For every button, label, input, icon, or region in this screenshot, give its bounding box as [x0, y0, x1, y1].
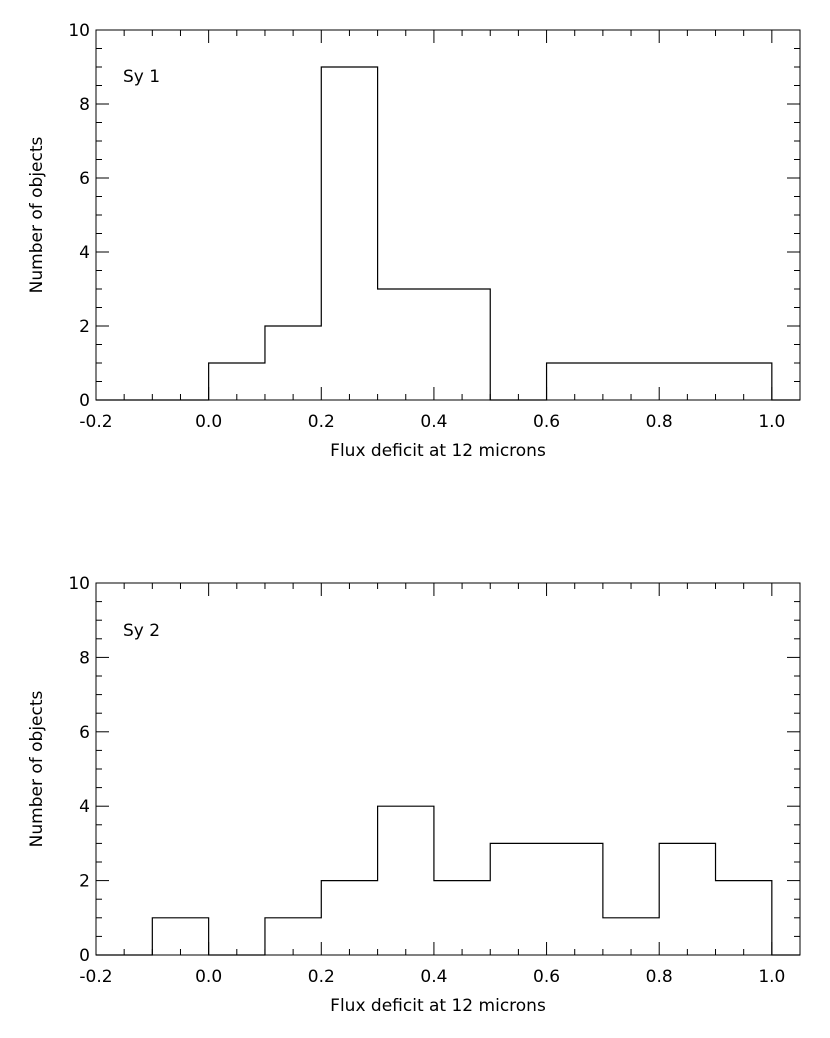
y-tick-labels: 0 2 4 6 8 10: [68, 574, 90, 966]
x-tick-label: 1.0: [758, 967, 785, 987]
panel-label: Sy 1: [123, 67, 160, 87]
x-tick-labels: -0.2 0.0 0.2 0.4 0.6 0.8 1.0: [79, 967, 785, 987]
x-tick-label: 0.4: [420, 967, 447, 987]
x-tick-label: 0.6: [533, 412, 560, 432]
x-tick-label: -0.2: [79, 412, 112, 432]
x-tick-label: 0.8: [646, 412, 673, 432]
y-axis-label: Number of objects: [27, 690, 47, 847]
y-tick-label: 2: [79, 872, 90, 892]
y-tick-label: 8: [79, 648, 90, 668]
x-tick-label: 1.0: [758, 412, 785, 432]
y-tick-label: 4: [79, 797, 90, 817]
axis-ticks: [95, 582, 801, 956]
x-tick-labels: -0.2 0.0 0.2 0.4 0.6 0.8 1.0: [79, 412, 785, 432]
x-tick-label: 0.4: [420, 412, 447, 432]
panel-label: Sy 2: [123, 621, 160, 641]
y-axis-label: Number of objects: [27, 136, 47, 293]
x-tick-label: 0.8: [646, 967, 673, 987]
y-tick-labels: 0 2 4 6 8 10: [68, 21, 90, 411]
axis-ticks: [95, 29, 801, 401]
plot-frame: [95, 582, 801, 956]
y-tick-label: 6: [79, 169, 90, 189]
y-tick-label: 10: [68, 21, 90, 41]
panel-sy2: -0.2 0.0 0.2 0.4 0.6 0.8 1.0 0 2 4 6 8 10 Sy 2 Flux…: [27, 574, 801, 1016]
y-tick-label: 2: [79, 317, 90, 337]
x-tick-label: 0.6: [533, 967, 560, 987]
y-tick-label: 10: [68, 574, 90, 594]
y-tick-label: 0: [79, 946, 90, 966]
x-axis-label: Flux deficit at 12 microns: [330, 996, 546, 1016]
x-tick-label: 0.0: [195, 412, 222, 432]
histogram-outline: [96, 66, 800, 401]
y-tick-label: 4: [79, 243, 90, 263]
plot-frame: [95, 29, 801, 401]
y-tick-label: 8: [79, 95, 90, 115]
histogram-outline: [96, 805, 800, 956]
x-tick-label: 0.2: [308, 412, 335, 432]
x-axis-label: Flux deficit at 12 microns: [330, 441, 546, 461]
x-tick-label: -0.2: [79, 967, 112, 987]
x-tick-label: 0.2: [308, 967, 335, 987]
x-tick-label: 0.0: [195, 967, 222, 987]
y-tick-label: 6: [79, 723, 90, 743]
y-tick-label: 0: [79, 391, 90, 411]
panel-sy1: -0.2 0.0 0.2 0.4 0.6 0.8 1.0 0 2 4 6 8 10 Sy 1 Flux…: [27, 21, 801, 461]
